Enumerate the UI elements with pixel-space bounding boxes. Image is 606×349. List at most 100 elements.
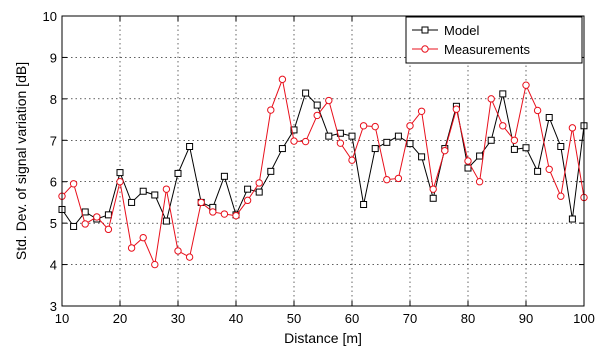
- data-point-model: [104, 211, 112, 219]
- legend-label-measurements: Measurements: [444, 42, 530, 57]
- data-point-model: [70, 222, 78, 230]
- y-tick-label: 6: [50, 175, 57, 190]
- data-point-model: [487, 136, 495, 144]
- data-point-model: [81, 208, 89, 216]
- data-point-model: [139, 187, 147, 195]
- data-point-model: [174, 169, 182, 177]
- data-point-model: [278, 145, 286, 153]
- data-point-measurements: [220, 210, 229, 218]
- data-point-measurements: [278, 75, 287, 84]
- data-point-measurements: [464, 157, 472, 165]
- data-point-measurements: [93, 213, 101, 221]
- y-tick-label: 5: [50, 216, 57, 231]
- legend-marker-measurements: [421, 45, 429, 53]
- data-point-model: [116, 169, 124, 177]
- data-point-model: [534, 167, 542, 175]
- data-point-model: [290, 126, 298, 134]
- data-point-model: [510, 145, 518, 153]
- data-point-measurements: [417, 107, 426, 115]
- data-point-model: [406, 140, 414, 148]
- y-tick-label: 8: [50, 92, 57, 107]
- data-point-model: [557, 143, 565, 150]
- data-point-model: [128, 198, 136, 206]
- data-point-measurements: [267, 106, 275, 114]
- data-point-measurements: [383, 175, 391, 184]
- data-point-measurements: [313, 111, 321, 120]
- data-point-measurements: [533, 106, 542, 115]
- data-point-model: [418, 153, 426, 161]
- data-point-measurements: [452, 105, 461, 113]
- x-tick-label: 70: [403, 311, 417, 326]
- legend: Model Measurements: [405, 16, 583, 64]
- tick-labels: 10 20 30 40 50 60 70 80 90 100 3 4 5 6 7 8 9 10: [43, 9, 595, 326]
- data-point-model: [476, 152, 484, 160]
- data-point-measurements: [522, 81, 530, 89]
- data-point-measurements: [499, 122, 507, 130]
- data-point-model: [360, 201, 368, 208]
- data-point-measurements: [185, 253, 194, 261]
- data-point-measurements: [255, 179, 263, 187]
- data-point-model: [371, 145, 379, 153]
- x-tick-label: 10: [55, 311, 69, 326]
- x-tick-label: 20: [113, 311, 127, 326]
- data-point-measurements: [487, 95, 495, 103]
- data-point-model: [162, 217, 170, 225]
- data-point-measurements: [151, 260, 159, 269]
- data-point-model: [186, 143, 194, 150]
- data-point-measurements: [441, 146, 449, 155]
- data-point-model: [325, 132, 333, 140]
- y-tick-label: 4: [50, 258, 57, 273]
- data-point-model: [522, 144, 530, 152]
- data-point-model: [429, 194, 437, 202]
- x-tick-label: 100: [573, 311, 595, 326]
- data-point-measurements: [301, 137, 310, 146]
- plot-frame: [61, 15, 585, 307]
- x-tick-label: 30: [171, 311, 185, 326]
- data-point-model: [394, 132, 402, 140]
- legend-marker-model: [421, 26, 429, 34]
- series: [58, 75, 588, 269]
- x-tick-label: 40: [229, 311, 243, 326]
- data-point-measurements: [69, 180, 78, 188]
- data-point-measurements: [557, 192, 565, 200]
- x-axis-label: Distance [m]: [284, 330, 362, 346]
- legend-item-measurements: Measurements: [412, 42, 530, 57]
- data-point-model: [464, 164, 472, 172]
- data-point-measurements: [325, 96, 333, 105]
- y-tick-label: 9: [50, 50, 57, 65]
- series-line-model: [61, 92, 585, 228]
- data-point-model: [348, 132, 356, 140]
- data-point-measurements: [406, 122, 414, 130]
- plot-area: [62, 16, 584, 306]
- y-axis-label: Std. Dev. of signal variation [dB]: [13, 62, 29, 260]
- data-point-model: [568, 215, 576, 223]
- x-tick-label: 60: [345, 311, 359, 326]
- data-point-measurements: [475, 178, 484, 186]
- data-point-measurements: [545, 165, 553, 173]
- series-line-measurements: [61, 77, 585, 267]
- y-tick-label: 3: [50, 299, 57, 314]
- data-point-measurements: [162, 185, 171, 193]
- data-point-measurements: [139, 233, 147, 242]
- data-point-measurements: [209, 208, 217, 216]
- legend-box: [405, 16, 583, 64]
- data-point-model: [302, 89, 310, 97]
- x-tick-label: 50: [287, 311, 301, 326]
- data-point-model: [220, 172, 228, 180]
- data-point-measurements: [371, 122, 379, 131]
- data-point-measurements: [290, 137, 298, 145]
- data-point-measurements: [510, 136, 519, 144]
- data-point-model: [267, 167, 275, 175]
- x-tick-label: 80: [461, 311, 475, 326]
- data-point-measurements: [243, 196, 252, 205]
- data-point-model: [499, 90, 507, 98]
- data-point-measurements: [174, 247, 182, 255]
- data-point-measurements: [348, 156, 356, 164]
- data-point-measurements: [197, 198, 205, 207]
- y-tick-label: 7: [50, 133, 57, 148]
- data-point-measurements: [336, 139, 345, 147]
- data-point-measurements: [116, 178, 124, 186]
- data-point-measurements: [359, 122, 368, 130]
- y-tick-label: 10: [43, 9, 57, 24]
